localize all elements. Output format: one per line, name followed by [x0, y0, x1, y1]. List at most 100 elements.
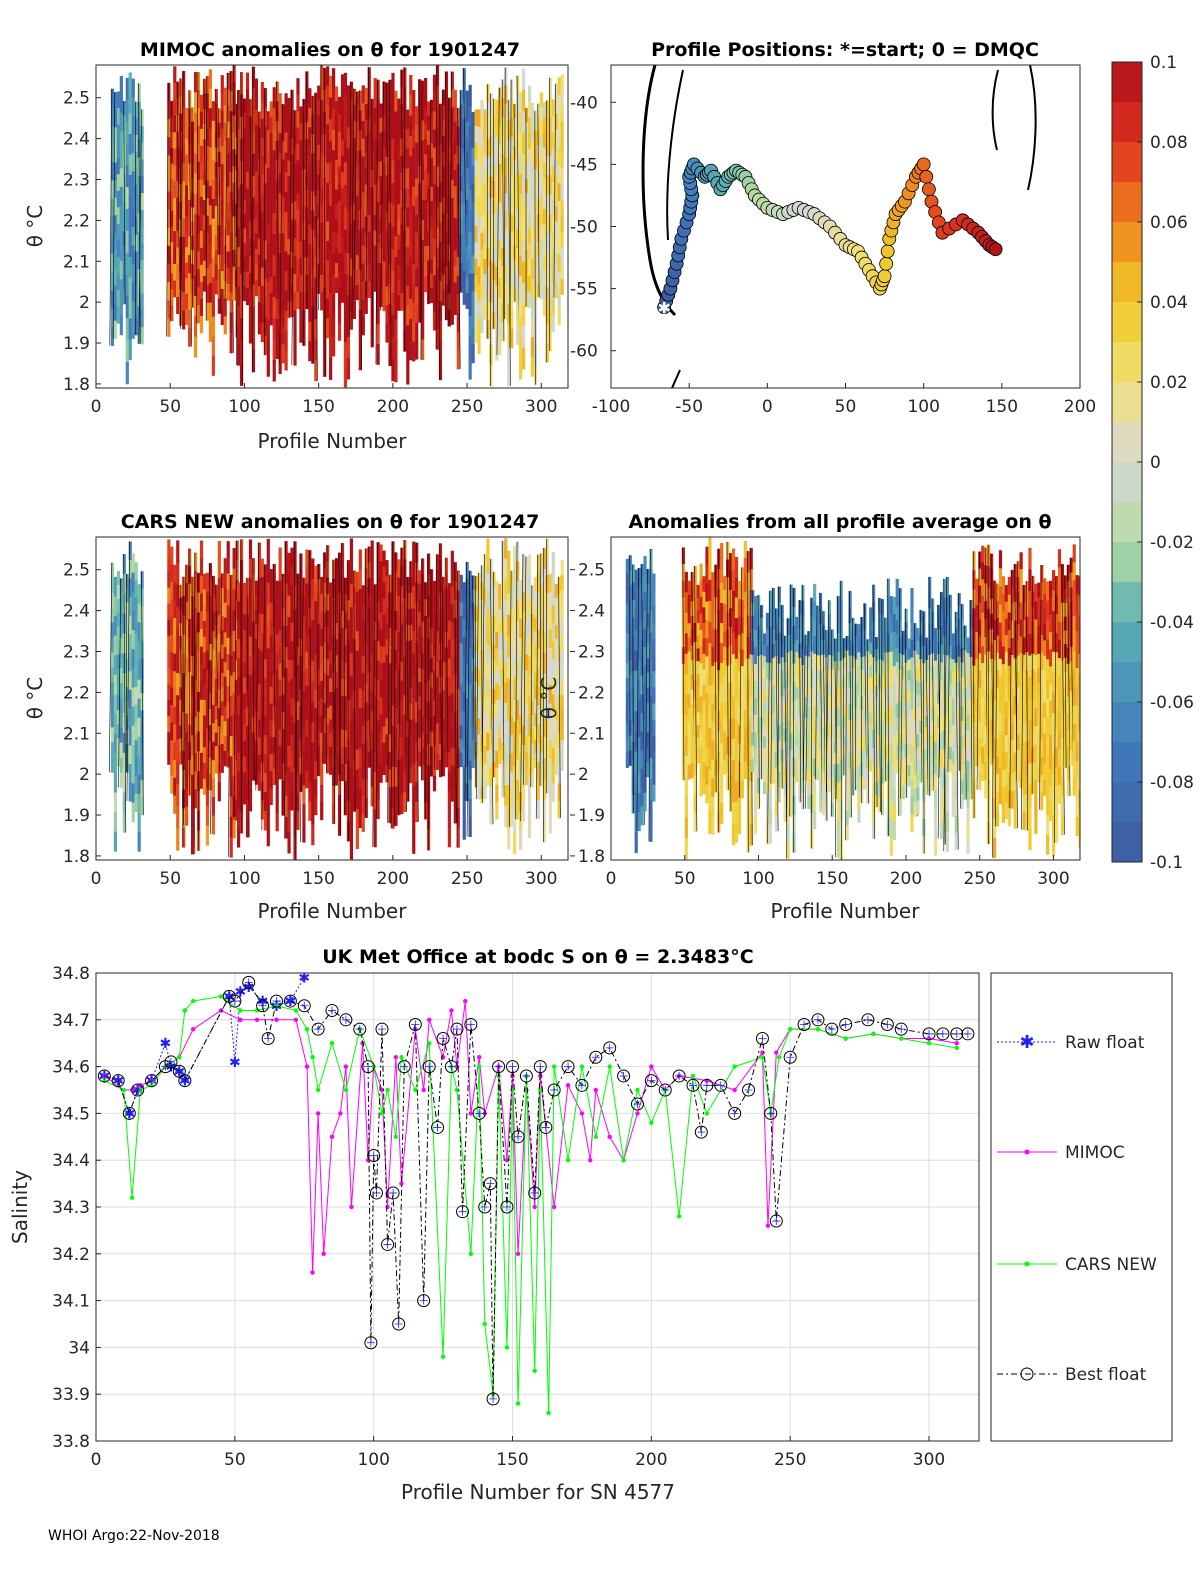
heatmap-cell: [182, 731, 186, 752]
heatmap-cell: [116, 640, 120, 656]
heatmap-cell: [447, 179, 451, 197]
heatmap-cell: [734, 821, 739, 843]
heatmap-cell: [302, 747, 306, 768]
heatmap-cell: [530, 686, 535, 702]
heatmap-cell: [516, 229, 520, 249]
heatmap-cell: [122, 713, 126, 734]
heatmap-cell: [524, 292, 529, 308]
heatmap-cell: [734, 801, 739, 823]
heatmap-cell: [188, 181, 192, 201]
heatmap-cell: [248, 558, 253, 579]
heatmap-cell: [705, 564, 709, 584]
heatmap-cell: [242, 788, 247, 805]
heatmap-cell: [477, 179, 481, 198]
heatmap-cell: [284, 689, 288, 712]
heatmap-cell: [453, 266, 457, 283]
heatmap-cell: [205, 767, 210, 788]
y-tick-label: -45: [570, 155, 598, 175]
heatmap-cell: [245, 707, 250, 727]
heatmap-cell: [317, 100, 321, 116]
heatmap-cell: [471, 219, 475, 238]
heatmap-cell: [329, 184, 333, 207]
heatmap-cell: [217, 578, 221, 598]
heatmap-cell: [516, 190, 520, 211]
heatmap-cell: [229, 272, 233, 293]
heatmap-cell: [536, 630, 541, 650]
heatmap-cell: [299, 123, 303, 141]
heatmap-cell: [242, 271, 247, 287]
heatmap-cell: [119, 593, 123, 609]
heatmap-cell: [542, 208, 546, 225]
heatmap-cell: [299, 258, 303, 276]
heatmap-cell: [406, 266, 410, 287]
heatmap-cell: [193, 698, 198, 718]
heatmap-cell: [394, 215, 398, 237]
heatmap-cell: [361, 673, 365, 692]
contour-line: [558, 576, 561, 818]
heatmap-cell: [527, 797, 532, 818]
heatmap-cell: [406, 246, 410, 267]
contour-line: [233, 65, 236, 301]
heatmap-cell: [539, 180, 543, 196]
heatmap-cell: [323, 582, 327, 599]
heatmap-cell: [223, 706, 227, 722]
heatmap-cell: [361, 813, 365, 833]
heatmap-cell: [471, 726, 475, 741]
heatmap-cell: [185, 262, 189, 279]
heatmap-cell: [524, 621, 529, 639]
heatmap-cell: [397, 650, 401, 670]
heatmap-cell: [495, 665, 499, 684]
heatmap-cell: [214, 235, 218, 251]
heatmap-cell: [260, 595, 264, 615]
heatmap-cell: [424, 77, 428, 94]
heatmap-cell: [211, 741, 215, 761]
heatmap-cell: [421, 160, 425, 181]
heatmap-cell: [557, 94, 561, 114]
heatmap-cell: [426, 659, 431, 682]
heatmap-cell: [548, 233, 552, 254]
heatmap-cell: [432, 775, 437, 792]
heatmap-cell: [337, 253, 342, 272]
heatmap-cell: [223, 602, 227, 619]
heatmap-cell: [486, 768, 490, 787]
heatmap-cell: [554, 175, 558, 192]
heatmap-cell: [450, 568, 454, 588]
heatmap-cell: [510, 698, 514, 718]
heatmap-cell: [519, 695, 523, 716]
heatmap-cell: [355, 710, 359, 731]
heatmap-cell: [275, 652, 279, 671]
heatmap-cell: [167, 683, 171, 701]
heatmap-cell: [232, 630, 236, 653]
heatmap-cell: [527, 148, 532, 166]
heatmap-cell: [438, 676, 443, 694]
heatmap-cell: [220, 75, 224, 94]
heatmap-cell: [337, 218, 342, 237]
heatmap-cell: [418, 96, 422, 115]
heatmap-cell: [687, 736, 691, 752]
heatmap-cell: [370, 597, 374, 617]
heatmap-cell: [536, 780, 541, 801]
heatmap-cell: [486, 750, 490, 769]
heatmap-cell: [257, 206, 261, 224]
heatmap-cell: [182, 576, 186, 597]
heatmap-cell: [554, 733, 558, 748]
heatmap-cell: [185, 200, 189, 217]
heatmap-cell: [167, 191, 171, 211]
heatmap-cell: [696, 724, 700, 739]
heatmap-cell: [119, 186, 123, 206]
heatmap-cell: [320, 222, 324, 241]
heatmap-cell: [717, 710, 721, 732]
heatmap-cell: [116, 124, 120, 142]
heatmap-cell: [170, 705, 174, 724]
heatmap-cell: [170, 757, 174, 777]
heatmap-cell: [432, 147, 437, 167]
heatmap-cell: [426, 617, 431, 639]
heatmap-cell: [391, 684, 395, 706]
heatmap-cell: [373, 154, 377, 170]
heatmap-cell: [453, 298, 457, 315]
heatmap-cell: [199, 179, 204, 198]
heatmap-cell: [394, 708, 398, 729]
heatmap-cell: [173, 795, 177, 814]
heatmap-cell: [409, 115, 413, 137]
heatmap-cell: [226, 621, 230, 639]
